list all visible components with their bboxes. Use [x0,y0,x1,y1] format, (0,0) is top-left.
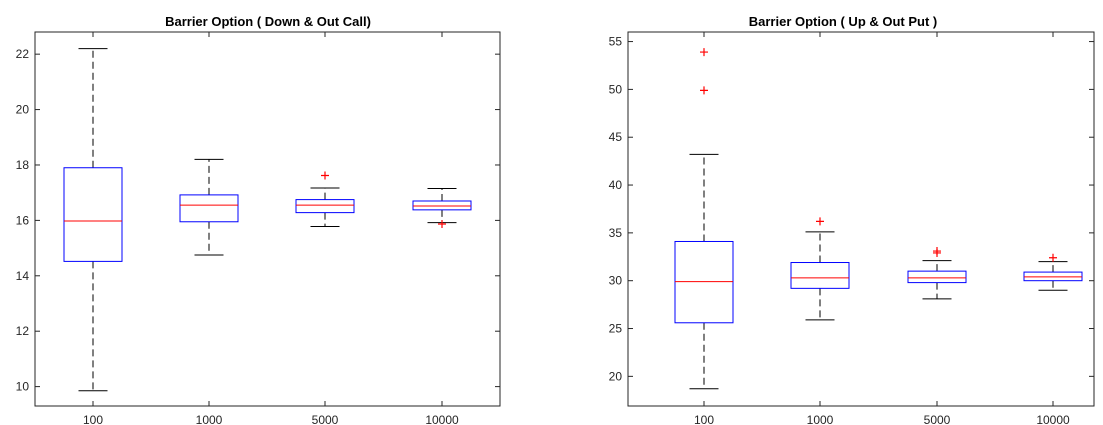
y-tick-label: 22 [16,47,30,61]
chart-title: Barrier Option ( Up & Out Put ) [749,14,938,29]
chart-title: Barrier Option ( Down & Out Call) [165,14,371,29]
x-tick-label: 1000 [807,413,834,425]
y-tick-label: 55 [609,35,623,49]
y-tick-label: 20 [609,369,623,383]
y-tick-label: 30 [609,274,623,288]
y-tick-label: 10 [16,380,30,394]
x-tick-label: 100 [694,413,714,425]
boxplot-panel-up-out-put: Barrier Option ( Up & Out Put ) 20 25 30 35… [609,14,1095,425]
y-tick-label: 16 [16,213,30,227]
iqr-box [907,270,967,284]
y-tick-label: 45 [609,130,623,144]
outlier-marker [438,219,446,228]
outlier-marker [700,86,708,95]
y-tick-label: 25 [609,322,623,336]
y-tick-label: 35 [609,226,623,240]
y-tick-label: 12 [16,324,30,338]
x-tick-label: 10000 [425,413,459,425]
y-tick-label: 18 [16,158,30,172]
outlier-marker [816,217,824,226]
outlier-marker [1049,253,1057,262]
boxplot-panel-down-out-call: Barrier Option ( Down & Out Call) 10 12 14… [16,14,501,425]
iqr-box [790,262,850,289]
y-tick-label: 50 [609,82,623,96]
outlier-marker [700,48,708,57]
iqr-box [63,167,123,262]
x-tick-label: 1000 [196,413,223,425]
y-tick-label: 14 [16,269,30,283]
outlier-marker [933,247,941,256]
y-tick-label: 40 [609,178,623,192]
outlier-marker [321,171,329,180]
x-tick-label: 10000 [1036,413,1070,425]
iqr-box [179,194,239,223]
boxplot-marks: 20 25 30 35 40 45 50 55 100 1000 5000 10000 [609,32,1094,425]
x-tick-label: 100 [83,413,103,425]
axes-frame [627,31,1095,407]
x-tick-label: 5000 [312,413,339,425]
boxplot-marks: 10 12 14 16 18 20 22 100 1000 5000 10000 [16,32,500,425]
iqr-box [295,199,355,214]
axes-frame [34,31,501,407]
y-tick-label: 20 [16,103,30,117]
iqr-box [412,200,472,211]
x-tick-label: 5000 [924,413,951,425]
